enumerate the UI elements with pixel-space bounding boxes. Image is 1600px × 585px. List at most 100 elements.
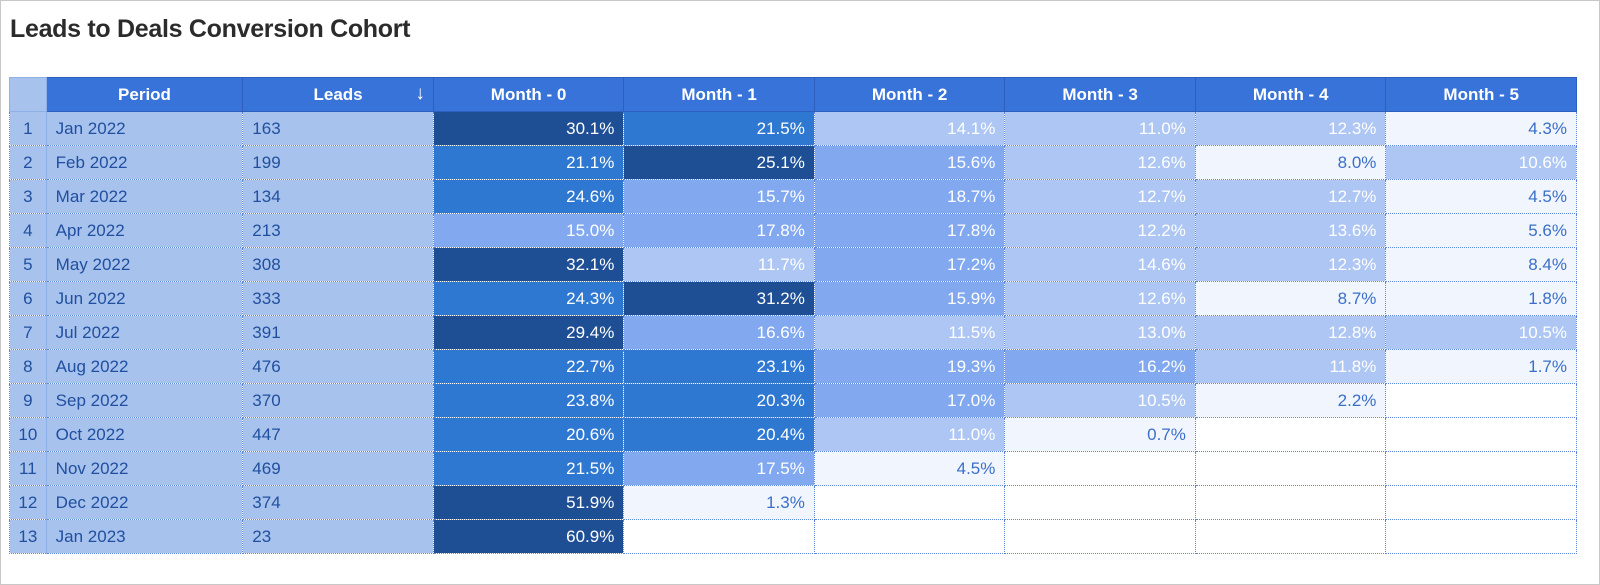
conversion-cell: 29.4% [432,315,625,350]
row-index: 10 [9,417,47,452]
month-1-column-header[interactable]: Month - 1 [623,77,815,112]
conversion-cell [1385,485,1577,520]
table-row[interactable]: 13 Jan 2023 23 60.9% [9,519,1577,554]
leads-cell: 447 [242,417,434,452]
table-row[interactable]: 4 Apr 2022 213 15.0% 17.8% 17.8% 12.2% 13.6% 5.6… [9,213,1577,248]
conversion-cell: 0.7% [1004,417,1196,452]
conversion-cell: 17.2% [813,247,1006,282]
row-index: 13 [9,519,47,554]
period-cell: May 2022 [45,247,244,282]
table-row[interactable]: 1 Jan 2022 163 30.1% 21.5% 14.1% 11.0% 12.3% 4.3… [9,111,1577,146]
conversion-cell: 60.9% [432,519,625,554]
conversion-cell: 12.3% [1194,247,1387,282]
conversion-cell: 32.1% [432,247,625,282]
conversion-cell: 10.5% [1385,315,1577,350]
period-cell: Jun 2022 [45,281,244,316]
period-cell: Jan 2023 [45,519,244,554]
conversion-cell: 11.0% [813,417,1006,452]
conversion-cell: 24.3% [432,281,625,316]
table-row[interactable]: 7 Jul 2022 391 29.4% 16.6% 11.5% 13.0% 12.8% 10.… [9,315,1577,350]
conversion-cell: 20.3% [623,383,815,418]
table-row[interactable]: 11 Nov 2022 469 21.5% 17.5% 4.5% [9,451,1577,486]
conversion-cell: 21.1% [432,145,625,180]
period-column-header[interactable]: Period [45,77,244,112]
leads-cell: 370 [242,383,434,418]
leads-cell: 199 [242,145,434,180]
conversion-cell: 23.1% [623,349,815,384]
period-cell: Nov 2022 [45,451,244,486]
row-index: 1 [9,111,47,146]
conversion-cell: 12.6% [1004,145,1196,180]
conversion-cell [1004,485,1196,520]
row-index: 11 [9,451,47,486]
leads-column-header[interactable]: Leads ↓ [242,77,434,112]
table-row[interactable]: 12 Dec 2022 374 51.9% 1.3% [9,485,1577,520]
conversion-cell: 51.9% [432,485,625,520]
conversion-cell: 15.6% [813,145,1006,180]
conversion-cell: 10.6% [1385,145,1577,180]
conversion-cell [1194,451,1387,486]
conversion-cell: 24.6% [432,179,625,214]
leads-cell: 134 [242,179,434,214]
conversion-cell: 17.8% [813,213,1006,248]
table-row[interactable]: 8 Aug 2022 476 22.7% 23.1% 19.3% 16.2% 11.8% 1.7… [9,349,1577,384]
period-cell: Oct 2022 [45,417,244,452]
conversion-cell: 2.2% [1194,383,1387,418]
leads-cell: 391 [242,315,434,350]
month-0-column-header[interactable]: Month - 0 [432,77,625,112]
leads-cell: 308 [242,247,434,282]
conversion-cell: 21.5% [432,451,625,486]
conversion-cell: 12.2% [1004,213,1196,248]
conversion-cell: 16.6% [623,315,815,350]
row-index: 5 [9,247,47,282]
conversion-cell: 14.1% [813,111,1006,146]
conversion-cell: 4.5% [813,451,1006,486]
table-row[interactable]: 5 May 2022 308 32.1% 11.7% 17.2% 14.6% 12.3% 8.4… [9,247,1577,282]
conversion-cell: 21.5% [623,111,815,146]
period-cell: Jul 2022 [45,315,244,350]
table-row[interactable]: 9 Sep 2022 370 23.8% 20.3% 17.0% 10.5% 2.2% [9,383,1577,418]
table-row[interactable]: 6 Jun 2022 333 24.3% 31.2% 15.9% 12.6% 8.7% 1.8% [9,281,1577,316]
month-4-column-header[interactable]: Month - 4 [1194,77,1387,112]
leads-cell: 333 [242,281,434,316]
cohort-table: Period Leads ↓ Month - 0 Month - 1 Month… [9,77,1577,554]
month-2-column-header[interactable]: Month - 2 [813,77,1006,112]
conversion-cell [1004,451,1196,486]
period-cell: Aug 2022 [45,349,244,384]
conversion-cell [1004,519,1196,554]
row-index: 2 [9,145,47,180]
period-cell: Feb 2022 [45,145,244,180]
period-cell: Dec 2022 [45,485,244,520]
conversion-cell: 8.0% [1194,145,1387,180]
period-cell: Jan 2022 [45,111,244,146]
conversion-cell: 20.4% [623,417,815,452]
leads-cell: 163 [242,111,434,146]
conversion-cell: 17.0% [813,383,1006,418]
row-index: 7 [9,315,47,350]
conversion-cell: 15.7% [623,179,815,214]
conversion-cell: 13.6% [1194,213,1387,248]
conversion-cell: 15.0% [432,213,625,248]
period-cell: Apr 2022 [45,213,244,248]
conversion-cell [1385,519,1577,554]
conversion-cell: 17.5% [623,451,815,486]
row-index: 9 [9,383,47,418]
month-5-column-header[interactable]: Month - 5 [1385,77,1577,112]
conversion-cell: 12.6% [1004,281,1196,316]
conversion-cell: 4.5% [1385,179,1577,214]
table-row[interactable]: 2 Feb 2022 199 21.1% 25.1% 15.6% 12.6% 8.0% 10.6… [9,145,1577,180]
month-3-column-header[interactable]: Month - 3 [1004,77,1196,112]
conversion-cell: 12.7% [1194,179,1387,214]
conversion-cell: 16.2% [1004,349,1196,384]
table-row[interactable]: 3 Mar 2022 134 24.6% 15.7% 18.7% 12.7% 12.7% 4.5… [9,179,1577,214]
table-row[interactable]: 10 Oct 2022 447 20.6% 20.4% 11.0% 0.7% [9,417,1577,452]
arrow-down-icon[interactable]: ↓ [415,83,425,104]
conversion-cell [1194,519,1387,554]
conversion-cell: 19.3% [813,349,1006,384]
leads-cell: 476 [242,349,434,384]
cohort-table-body: 1 Jan 2022 163 30.1% 21.5% 14.1% 11.0% 12.3% 4.3… [9,111,1577,554]
conversion-cell [623,519,815,554]
conversion-cell: 18.7% [813,179,1006,214]
conversion-cell: 11.5% [813,315,1006,350]
